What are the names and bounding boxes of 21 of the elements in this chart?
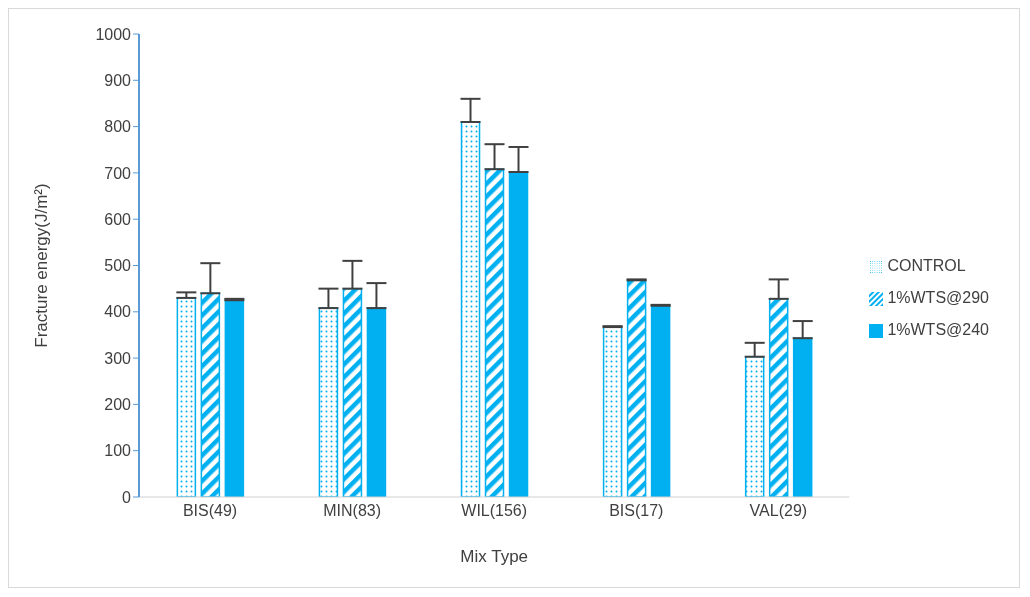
y-tick-label: 700 (104, 164, 132, 182)
y-tick-label: 200 (104, 396, 132, 414)
legend-label: 1%WTS@290 (887, 289, 989, 306)
legend-label: CONTROL (887, 257, 966, 274)
y-tick-label: 600 (104, 210, 132, 228)
y-tick-label: 900 (104, 71, 132, 89)
x-tick-label: MIN(83) (323, 502, 382, 520)
y-tick-label: 800 (104, 118, 132, 136)
x-tick-label: BIS(17) (609, 502, 664, 520)
y-tick-label: 100 (104, 442, 132, 460)
y-tick-label: 400 (104, 303, 132, 321)
y-tick-label: 1000 (95, 25, 132, 43)
y-tick-label: 500 (104, 257, 132, 275)
y-tick-label: 300 (104, 349, 132, 367)
x-tick-label: VAL(29) (749, 502, 808, 520)
y-tick-label: 0 (122, 488, 132, 506)
x-axis-title: Mix Type (460, 547, 529, 566)
legend-label: 1%WTS@240 (887, 321, 989, 338)
y-axis-title: Fracture energy(J/m²) (32, 183, 51, 348)
x-tick-label: WIL(156) (461, 502, 528, 520)
x-tick-label: BIS(49) (182, 502, 238, 520)
